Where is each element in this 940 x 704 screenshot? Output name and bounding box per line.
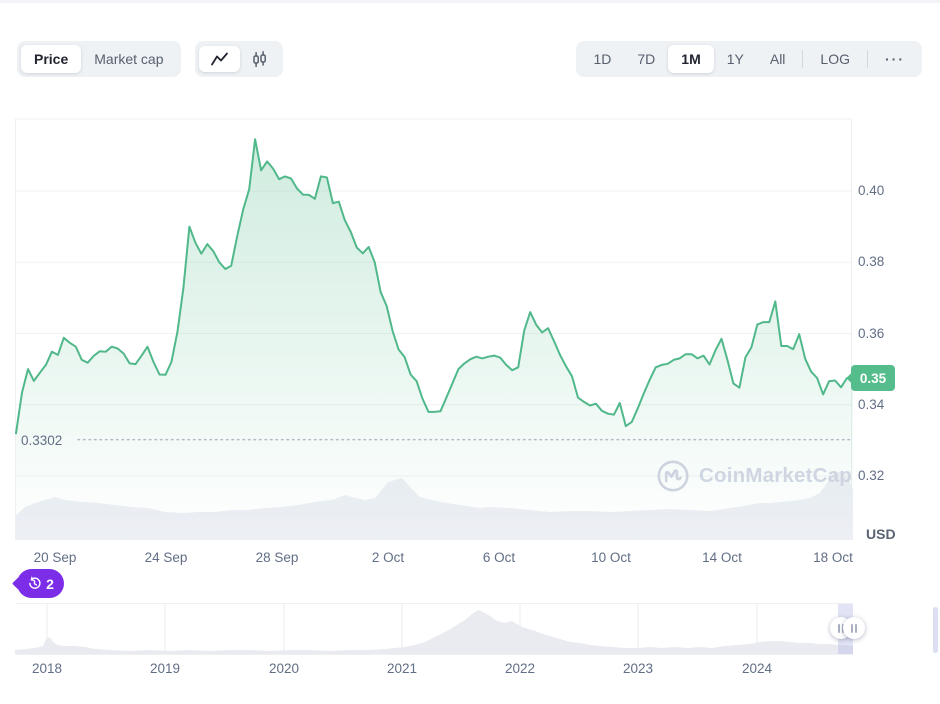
year-tick-2023: 2023 [622,661,654,676]
range-1d[interactable]: 1D [580,45,624,73]
price-area-fill [16,139,853,541]
year-tick-2018: 2018 [31,661,63,676]
low-price-annotation: 0.3302 [21,432,63,448]
navigator-area [15,610,853,654]
more-options-button[interactable]: ··· [872,45,918,73]
tab-market-cap[interactable]: Market cap [81,45,176,73]
year-tick-2019: 2019 [149,661,181,676]
year-tick-2022: 2022 [504,661,536,676]
year-tick-2024: 2024 [741,661,773,676]
navigator-scrollbar-thumb[interactable] [933,607,938,653]
history-clock-icon [29,576,41,589]
coinmarketcap-logo-icon [657,460,689,492]
x-axis-tick-28-Sep: 28 Sep [255,550,299,565]
divider [802,50,804,68]
line-chart-type-button[interactable] [198,46,240,72]
year-tick-2020: 2020 [268,661,300,676]
y-axis-tick-0.36: 0.36 [858,325,885,341]
x-axis-tick-6-Oct: 6 Oct [482,550,516,565]
x-axis-tick-10-Oct: 10 Oct [591,550,631,565]
x-axis-tick-18-Oct: 18 Oct [813,550,853,565]
range-1y[interactable]: 1Y [714,45,757,73]
range-1m[interactable]: 1M [668,45,714,73]
log-scale-button[interactable]: LOG [807,45,863,73]
current-price-badge: 0.35 [851,365,895,392]
candlestick-icon [252,50,266,67]
top-divider [0,0,940,3]
toolbar-left-group: Price Market cap [17,41,283,77]
history-annotations-badge[interactable]: 2 [17,569,64,598]
chart-toolbar: Price Market cap [17,40,922,78]
history-count: 2 [46,575,54,592]
watermark: CoinMarketCap [656,459,852,493]
range-all[interactable]: All [757,45,799,73]
currency-label: USD [866,526,896,542]
y-axis-tick-0.38: 0.38 [858,254,885,270]
divider [867,50,868,68]
range-7d[interactable]: 7D [624,45,668,73]
year-tick-2021: 2021 [386,661,418,676]
watermark-text: CoinMarketCap [699,464,852,487]
x-axis-tick-20-Sep: 20 Sep [33,550,77,565]
line-chart-icon [210,52,228,66]
y-axis-tick-0.34: 0.34 [858,396,885,412]
chart-type-toggle [194,41,283,77]
navigator-right-handle[interactable] [843,617,865,639]
range-toggle: 1D 7D 1M 1Y All LOG ··· [576,41,922,77]
x-axis-tick-14-Oct: 14 Oct [702,550,742,565]
tab-price[interactable]: Price [21,45,82,73]
y-axis-tick-0.32: 0.32 [858,468,885,483]
x-axis-tick-2-Oct: 2 Oct [371,550,405,565]
metric-toggle: Price Market cap [17,41,181,77]
candlestick-chart-type-button[interactable] [240,46,279,73]
y-axis-tick-0.40: 0.40 [858,183,885,198]
x-axis-tick-24-Sep: 24 Sep [144,550,188,565]
price-line [15,138,854,435]
